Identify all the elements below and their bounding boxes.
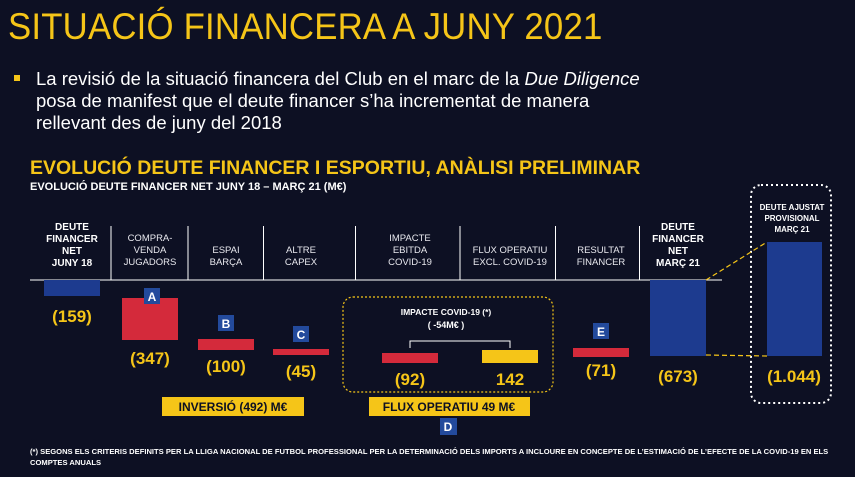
value-label-7: (71) xyxy=(586,361,616,380)
covid-bracket xyxy=(409,340,511,348)
marker-box-D xyxy=(440,418,457,435)
covid-box-title: IMPACTE COVID-19 (*) xyxy=(401,307,492,317)
intro-bullet: La revisió de la situació financera del … xyxy=(14,68,834,134)
marker-D: D xyxy=(444,420,453,434)
adjusted-debt-label: DEUTE AJUSTAT xyxy=(760,203,825,212)
marker-box-A xyxy=(144,288,160,304)
value-label-3: (100) xyxy=(206,357,246,376)
bar-3 xyxy=(198,339,254,350)
column-label-2: COMPRA- xyxy=(128,233,173,244)
column-label-3: ESPAI xyxy=(212,245,239,256)
column-label-5: IMPACTE xyxy=(389,233,431,244)
column-label-7: RESULTAT xyxy=(577,245,625,256)
adjusted-debt-label: PROVISIONAL xyxy=(764,214,819,223)
column-label-3: BARÇA xyxy=(210,257,243,268)
value-label-6: 142 xyxy=(496,370,524,389)
column-label-1: FINANCER xyxy=(46,234,98,245)
value-label-2: (347) xyxy=(130,349,170,368)
marker-A: A xyxy=(148,290,157,304)
footnote: (*) SEGONS ELS CRITERIS DEFINITS PER LA … xyxy=(30,447,829,467)
column-label-1: JUNY 18 xyxy=(52,258,93,269)
column-label-8: NET xyxy=(668,246,688,257)
column-label-1: DEUTE xyxy=(55,222,89,233)
value-label-5: (92) xyxy=(395,370,425,389)
bullet-text-1: La revisió de la situació financera del … xyxy=(36,68,525,89)
column-label-8: FINANCER xyxy=(652,234,704,245)
value-label-8: (673) xyxy=(658,367,698,386)
value-label-9: (1.044) xyxy=(767,367,821,386)
bar-8 xyxy=(650,280,706,356)
marker-box-C xyxy=(293,326,309,342)
connector-top xyxy=(705,241,768,281)
column-label-6: EXCL. COVID-19 xyxy=(473,257,547,268)
bullet-marker xyxy=(14,75,20,81)
bullet-line-1: La revisió de la situació financera del … xyxy=(14,68,834,90)
covid-box-value: ( -54M€ ) xyxy=(428,320,465,330)
column-label-5: COVID-19 xyxy=(388,257,432,268)
bullet-italic-term: Due Diligence xyxy=(524,68,640,89)
column-label-1: NET xyxy=(62,246,82,257)
column-label-7: FINANCER xyxy=(577,257,626,268)
bar-5 xyxy=(382,353,438,363)
marker-C: C xyxy=(297,328,306,342)
bar-2 xyxy=(122,298,178,340)
bar-7 xyxy=(573,348,629,357)
marker-B: B xyxy=(222,317,231,331)
investment-label: INVERSIÓ (492) M€ xyxy=(179,399,288,414)
adjusted-debt-label: MARÇ 21 xyxy=(774,225,810,234)
investment-label-box xyxy=(162,397,304,416)
bar-4 xyxy=(273,349,329,355)
column-label-5: EBITDA xyxy=(393,245,428,256)
marker-E: E xyxy=(597,325,605,339)
operating-flow-label-box xyxy=(369,397,530,416)
adjusted-debt-box xyxy=(750,184,832,404)
bar-9 xyxy=(767,242,822,356)
bullet-line-2: posa de manifest que el deute financer s… xyxy=(36,90,590,111)
value-label-4: (45) xyxy=(286,362,316,381)
operating-flow-label: FLUX OPERATIU 49 M€ xyxy=(383,400,516,414)
connector-bottom xyxy=(705,354,768,357)
column-label-4: CAPEX xyxy=(285,257,318,268)
column-label-8: MARÇ 21 xyxy=(656,258,700,269)
chart-subtitle: EVOLUCIÓ DEUTE FINANCER NET JUNY 18 – MA… xyxy=(30,181,347,193)
marker-box-B xyxy=(218,315,234,331)
marker-box-E xyxy=(593,323,609,339)
section-title: EVOLUCIÓ DEUTE FINANCER I ESPORTIU, ANÀL… xyxy=(30,157,641,179)
bar-6 xyxy=(482,350,538,363)
value-label-1: (159) xyxy=(52,307,92,326)
column-label-8: DEUTE xyxy=(661,222,695,233)
column-label-6: FLUX OPERATIU xyxy=(473,245,548,256)
column-label-2: VENDA xyxy=(134,245,167,256)
bar-1 xyxy=(44,280,100,296)
slide-title: SITUACIÓ FINANCERA A JUNY 2021 xyxy=(8,6,603,47)
bullet-line-3: rellevant des de juny del 2018 xyxy=(36,112,282,133)
column-label-4: ALTRE xyxy=(286,245,316,256)
column-label-2: JUGADORS xyxy=(124,257,177,268)
